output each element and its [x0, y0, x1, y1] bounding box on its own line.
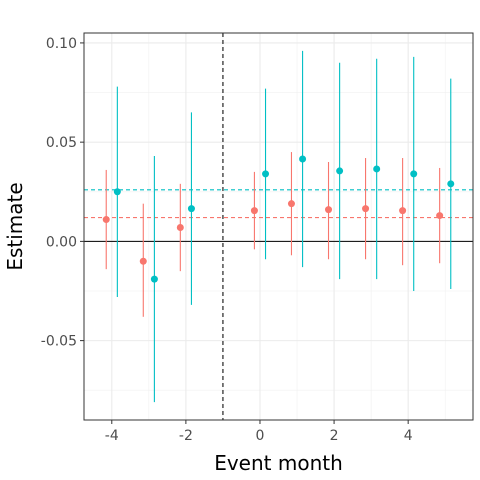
y-axis-title: Estimate	[3, 182, 27, 270]
data-point	[262, 170, 270, 178]
data-point	[299, 155, 307, 163]
data-point	[102, 216, 110, 224]
reference-lines	[84, 33, 473, 420]
data-point	[447, 180, 455, 188]
data-point	[325, 206, 333, 214]
data-point	[336, 167, 344, 175]
data-point	[410, 170, 418, 178]
x-tick-label: -2	[179, 428, 193, 444]
data-point	[436, 212, 444, 220]
data-point	[250, 207, 258, 215]
data-point	[362, 205, 370, 213]
plot-background	[84, 33, 473, 420]
y-tick-label: -0.05	[41, 334, 77, 350]
x-tick-label: 4	[404, 428, 413, 444]
data-point	[150, 275, 158, 283]
x-axis-title: Event month	[214, 451, 343, 475]
y-tick-label: 0.05	[46, 135, 77, 151]
x-tick-label: -4	[105, 428, 119, 444]
data-point	[139, 257, 147, 265]
y-tick-label: 0.10	[46, 36, 77, 52]
data-point	[373, 165, 381, 173]
axes: -4 -2 0 2 4 0.10 0.05 0.00 -0.05	[41, 36, 413, 444]
data-point	[399, 207, 407, 215]
data-point	[176, 223, 184, 231]
data-point	[187, 205, 195, 213]
data-point	[287, 200, 295, 208]
x-tick-label: 2	[330, 428, 339, 444]
plot-border	[83, 32, 474, 421]
series-1	[102, 152, 444, 317]
series-layer	[102, 50, 455, 403]
data-point	[113, 188, 121, 196]
y-tick-label: 0.00	[46, 234, 77, 250]
series-2	[113, 50, 455, 403]
x-tick-label: 0	[256, 428, 265, 444]
